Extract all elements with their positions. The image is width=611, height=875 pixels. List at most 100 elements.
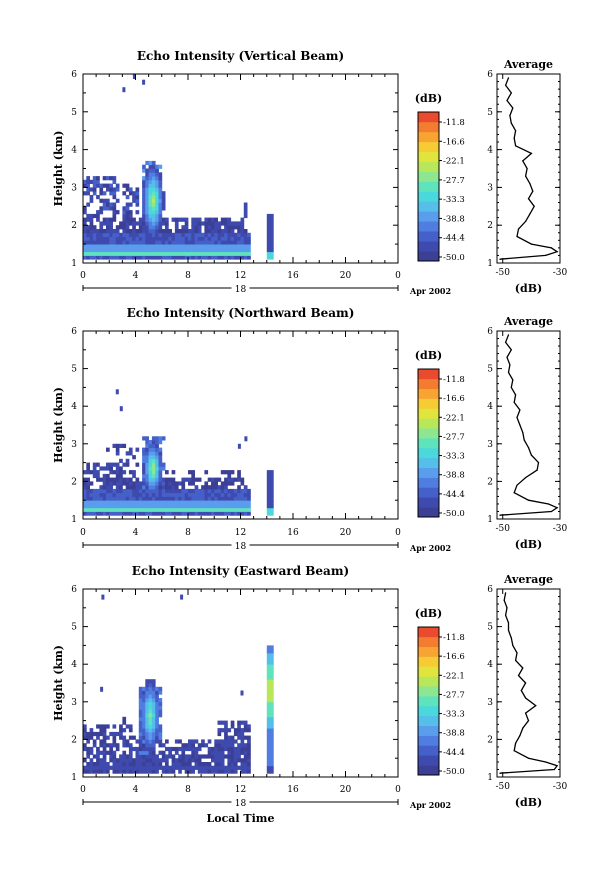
- heatmap-cell: [142, 735, 146, 740]
- heatmap-cell: [266, 705, 271, 710]
- heatmap-cell: [191, 481, 195, 486]
- heatmap-cell: [184, 221, 189, 226]
- heatmap-cell: [158, 198, 163, 203]
- heatmap-cell: [132, 217, 136, 222]
- heatmap-cell: [109, 477, 113, 482]
- heatmap-cell: [145, 485, 149, 490]
- heatmap-cell: [142, 164, 146, 169]
- heatmap-cell: [230, 470, 235, 475]
- heatmap-cell: [224, 217, 228, 222]
- heatmap-cell: [106, 511, 110, 516]
- heatmap-cell: [135, 195, 140, 200]
- heatmap-cell: [174, 758, 179, 763]
- heatmap-cell: [220, 240, 225, 245]
- colorbar-frame: [417, 111, 440, 262]
- heatmap-cell: [201, 488, 205, 494]
- heatmap-cell: [240, 240, 245, 245]
- heatmap-cell: [86, 739, 90, 744]
- average-profile-point: [525, 175, 527, 177]
- heatmap-cell: [158, 191, 163, 196]
- heatmap-cell: [155, 251, 159, 256]
- heatmap-cell: [112, 210, 117, 215]
- heatmap-cell: [188, 251, 192, 256]
- heatmap-cell: [142, 251, 146, 256]
- heatmap-cell: [96, 507, 100, 512]
- heatmap-cell: [220, 504, 225, 509]
- heatmap-cell: [233, 225, 238, 230]
- heatmap-cell: [151, 713, 156, 718]
- heatmap-cell: [145, 462, 149, 467]
- heatmap-cell: [138, 750, 143, 755]
- heatmap-cell: [96, 754, 100, 759]
- heatmap-cell: [109, 765, 113, 770]
- heatmap-cell: [184, 251, 189, 256]
- heatmap-cell: [270, 683, 274, 688]
- heatmap-cell: [106, 206, 110, 211]
- heatmap-cell: [240, 225, 245, 230]
- y-tick-label: 5: [71, 365, 77, 375]
- heatmap-cell: [266, 758, 271, 763]
- heatmap-cell: [89, 240, 94, 245]
- heatmap-cell: [151, 769, 156, 774]
- colorbar-swatch: [418, 467, 439, 478]
- heatmap-cell: [270, 229, 274, 234]
- heatmap-cell: [122, 183, 127, 188]
- heatmap-cell: [115, 731, 120, 737]
- colorbar-swatch: [418, 676, 439, 687]
- heatmap-cell: [158, 765, 163, 770]
- heatmap-cell: [188, 470, 192, 475]
- heatmap-cell: [233, 247, 238, 253]
- heatmap-cell: [142, 221, 146, 226]
- heatmap-cell: [96, 229, 100, 234]
- heatmap-cell: [188, 240, 192, 245]
- heatmap-cell: [247, 754, 251, 759]
- heatmap-cell: [106, 724, 110, 729]
- heatmap-cell: [135, 507, 140, 512]
- heatmap-cell: [266, 470, 271, 475]
- heatmap-cell: [191, 217, 195, 222]
- heatmap-cell: [151, 160, 156, 166]
- x-tick-label: 0: [80, 785, 86, 795]
- heatmap-cell: [217, 754, 222, 759]
- heatmap-cell: [270, 668, 274, 673]
- heatmap-cell: [119, 765, 123, 770]
- heatmap-cell: [181, 251, 186, 256]
- average-profile-point: [527, 757, 530, 759]
- heatmap-cell: [243, 728, 248, 733]
- heatmap-cell: [188, 247, 192, 253]
- average-profile-line: [499, 334, 559, 516]
- heatmap-cell: [247, 739, 251, 744]
- avg-x-label: (dB): [515, 796, 542, 809]
- heatmap-cell: [207, 500, 212, 505]
- heatmap-cell: [125, 724, 130, 729]
- heatmap-cell: [112, 511, 117, 516]
- heatmap-cell: [83, 247, 87, 253]
- heatmap-cell: [86, 225, 90, 230]
- heatmap-cell: [99, 198, 104, 203]
- heatmap-cell: [214, 232, 218, 237]
- heatmap-cell: [207, 754, 212, 759]
- heatmap-cell: [181, 765, 186, 770]
- heatmap-cell: [266, 701, 271, 706]
- heatmap-cell: [266, 754, 271, 759]
- heatmap-cell: [240, 507, 245, 512]
- heatmap-cell: [92, 244, 97, 249]
- average-profile-point: [509, 364, 511, 366]
- heatmap-cell: [99, 488, 104, 494]
- heatmap-cell: [178, 769, 182, 774]
- avg-x-label: (dB): [515, 282, 542, 295]
- heatmap-cell: [138, 507, 143, 512]
- heatmap-cell: [142, 504, 146, 509]
- heatmap-cell: [158, 179, 163, 184]
- heatmap-cell: [142, 762, 146, 767]
- average-profile-point: [556, 765, 558, 767]
- heatmap-cell: [96, 765, 100, 770]
- heatmap-cell: [115, 236, 120, 241]
- heatmap-cell: [174, 481, 179, 486]
- heatmap-cell: [161, 466, 166, 471]
- heatmap-cell: [201, 765, 205, 770]
- heatmap-cell: [204, 500, 209, 505]
- heatmap-cell: [243, 754, 248, 759]
- heatmap-cell: [214, 739, 218, 744]
- average-profile-point: [522, 667, 524, 669]
